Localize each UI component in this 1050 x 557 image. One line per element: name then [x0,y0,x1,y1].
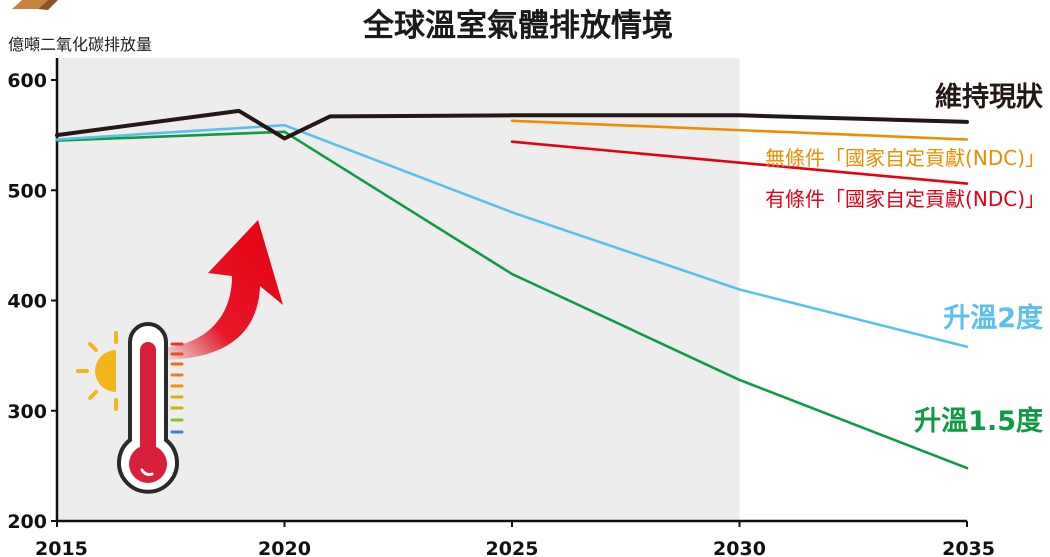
x-tick-label: 2025 [486,538,539,557]
thermometer-icon [117,322,184,494]
label-conditional-ndc: 有條件「國家自定貢獻(NDC)」 [765,187,1045,211]
y-tick-label: 300 [7,401,47,423]
book-corner-icon [12,0,58,10]
label-1-5-degree: 升溫1.5度 [914,405,1043,437]
x-tick-label: 2035 [942,538,995,557]
chart-title: 全球溫室氣體排放情境 [362,8,673,44]
series-line-0 [55,108,969,141]
series-line-3 [55,123,969,349]
series-line-4 [55,130,969,470]
y-axis-unit-label: 億噸二氧化碳排放量 [8,35,152,54]
y-tick-label: 200 [7,511,47,533]
series-line-1 [510,119,969,141]
sun-icon [76,331,118,411]
label-unconditional-ndc: 無條件「國家自定貢獻(NDC)」 [765,146,1045,170]
label-business-as-usual: 維持現狀 [935,82,1044,113]
series-lines [55,108,969,470]
y-tick-label: 600 [7,70,47,92]
series-line-2 [510,140,969,185]
x-tick-label: 2030 [713,538,766,557]
x-tick-label: 2015 [35,538,88,557]
axes: 200 300 400 500 600 2015 2020 2025 2030 2035 [7,58,995,557]
y-tick-label: 400 [7,291,47,313]
y-tick-label: 500 [7,180,47,202]
x-tick-label: 2020 [258,538,311,557]
rising-temperature-arrow-icon [160,220,283,360]
label-2-degree: 升溫2度 [943,302,1043,334]
